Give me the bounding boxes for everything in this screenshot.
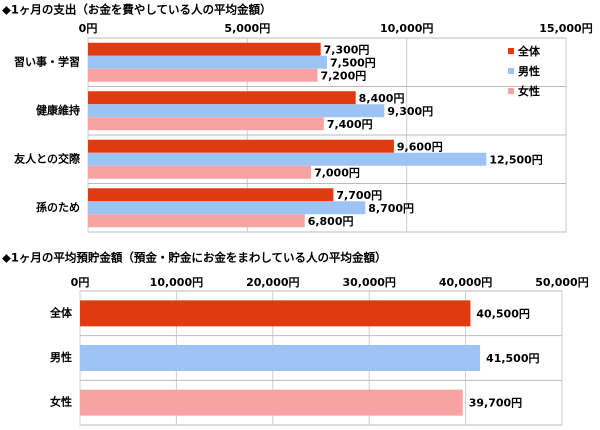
legend-swatch [508,48,514,54]
x-tick-label: 50,000円 [535,276,588,289]
y-tick-label: 健康維持 [36,103,80,117]
bar [88,188,334,202]
x-tick-label: 15,000円 [539,22,592,35]
x-tick-label: 20,000円 [246,276,299,289]
value-label: 39,700円 [469,397,522,410]
legend-label: 全体 [517,44,541,58]
y-tick-label: 習い事・学習 [14,54,80,68]
value-label: 41,500円 [486,352,539,365]
chart-title: ◆1ヶ月の平均預貯金額（預金・貯金にお金をまわしている人の平均金額） [2,251,387,265]
value-label: 7,200円 [320,69,366,82]
value-label: 7,500円 [330,56,376,69]
x-tick-label: 5,000円 [224,22,270,35]
x-tick-label: 30,000円 [342,276,395,289]
value-label: 8,700円 [368,202,414,215]
bar [88,55,327,69]
value-label: 12,500円 [489,153,542,166]
x-tick-label: 10,000円 [380,22,433,35]
bar [88,214,305,228]
value-label: 6,800円 [308,215,354,228]
chart-title: ◆1ヶ月の支出（お金を費やしている人の平均金額） [2,3,272,17]
x-tick-label: 0円 [79,22,98,35]
legend-swatch [508,68,514,74]
x-tick-label: 40,000円 [439,276,492,289]
bar [88,91,356,105]
bar [88,68,318,82]
x-tick-label: 0円 [71,276,90,289]
bar [80,345,481,371]
bar [88,165,312,179]
bar [88,42,321,56]
legend-label: 男性 [518,64,540,78]
value-label: 9,300円 [387,105,433,118]
y-tick-label: 男性 [50,350,72,364]
y-tick-label: 友人との交際 [14,151,81,165]
y-tick-label: 孫のため [36,200,80,214]
y-tick-label: 女性 [50,395,72,409]
bar [88,139,394,153]
bar [88,104,385,118]
value-label: 7,400円 [327,118,373,131]
value-label: 7,000円 [314,166,360,179]
bar [88,117,324,131]
value-label: 40,500円 [476,307,529,320]
bar [80,300,471,327]
value-label: 7,300円 [324,43,370,56]
y-tick-label: 全体 [49,305,73,319]
legend-swatch [508,88,514,94]
bar [88,201,366,215]
value-label: 8,400円 [359,92,405,105]
value-label: 7,700円 [336,189,382,202]
legend-label: 女性 [518,84,540,98]
bar [80,389,463,416]
value-label: 9,600円 [397,140,443,153]
bar [88,152,487,166]
x-tick-label: 10,000円 [150,276,203,289]
